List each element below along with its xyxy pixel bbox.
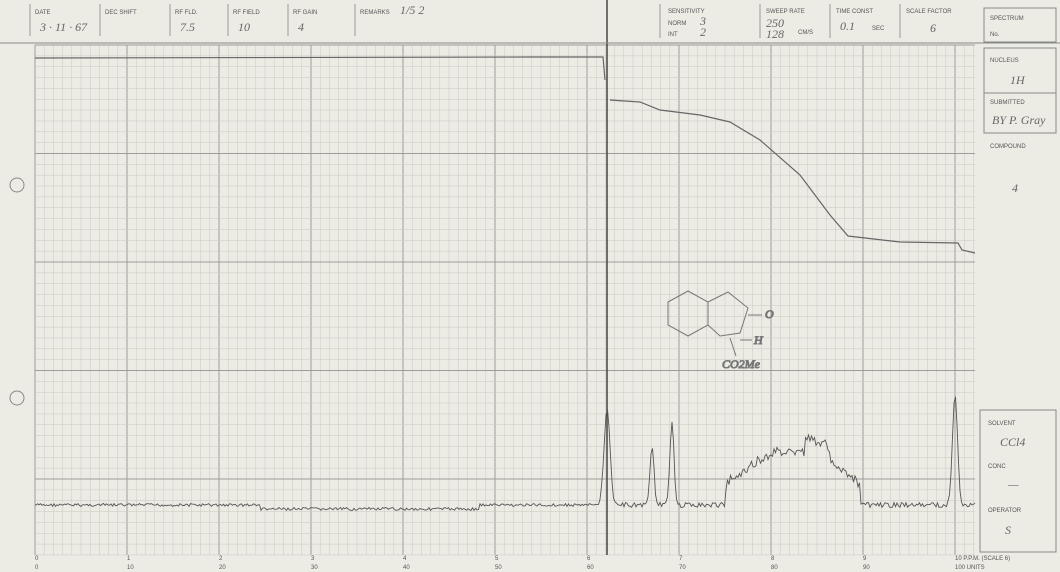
unit-tick-label: 40 [403,565,410,571]
field-label: SEC [872,26,885,32]
field-value: 2 [700,25,706,39]
panel-compound: COMPOUND [990,144,1026,150]
panel-submitted: SUBMITTED [990,100,1025,106]
field-value: 4 [298,20,304,34]
unit-tick-label: 20 [219,565,226,571]
ppm-tick-label: 5 [495,556,499,562]
x-axis: 0 1 2 3 4 5 6 7 8 9 10 P.P.M. (SCALE 6) 0 10 20 30 40 50… [35,556,1010,571]
field-label: NORM [668,21,686,27]
panel-solvent-value: CCl4 [1000,435,1025,449]
field-label: TIME CONST [836,9,873,15]
field-label: RF FLD. [175,10,198,16]
atom-label: O [765,307,774,321]
field-label: RF GAIN [293,10,317,16]
panel-spectrum-no: No. [990,32,1000,38]
panel-submitted-value: BY P. Gray [992,113,1046,127]
unit-tick-label: 60 [587,565,594,571]
field-value: 0.1 [840,19,855,33]
field-label: INT [668,32,678,38]
panel-spectrum: SPECTRUM [990,16,1024,22]
field-label: SWEEP RATE [766,9,805,15]
panel-conc-value: — [1007,477,1019,491]
panel-nucleus: NUCLEUS [990,58,1019,64]
field-value: 3 · 11 · 67 [39,20,88,34]
header: DATE 3 · 11 · 67 DEC SHIFT RF FLD. 7.5 RF FIE… [0,3,1060,44]
bond [729,337,737,357]
field-label: REMARKS [360,10,390,16]
panel-solvent: SOLVENT [988,421,1016,427]
field-value: 7.5 [180,20,195,34]
panel-nucleus-value: 1H [1010,73,1026,87]
field-label: SENSITIVITY [668,9,705,15]
field-label: CM/S [798,30,813,36]
integral-trace [34,56,976,254]
ppm-tick-label: 1 [127,556,131,562]
panel-operator: OPERATOR [988,508,1022,514]
grid [34,0,975,556]
unit-tick-label: 80 [771,565,778,571]
ppm-tick-label: 0 [35,556,39,562]
panel-box [983,92,1057,134]
ring [707,291,749,337]
field-label: DATE [35,10,51,16]
unit-tick-label: 0 [35,565,39,571]
unit-tick-label: 100 UNITS [955,565,985,571]
field-value: 128 [766,27,784,41]
punch-hole [9,177,25,193]
spectrum-trace [35,396,976,512]
unit-tick-label: 70 [679,565,686,571]
field-value: 10 [238,20,250,34]
ppm-tick-label: 2 [219,556,223,562]
ppm-tick-label: 3 [311,556,315,562]
ppm-tick-label: 9 [863,556,867,562]
punch-hole [9,390,25,406]
ppm-tick-label: 10 P.P.M. (SCALE 6) [955,556,1010,562]
ppm-tick-label: 8 [771,556,775,562]
field-value: 6 [930,21,936,35]
ppm-tick-label: 7 [679,556,683,562]
unit-tick-label: 10 [127,565,134,571]
field-label: DEC SHIFT [105,10,137,16]
field-label: RF FIELD [233,10,260,16]
unit-tick-label: 30 [311,565,318,571]
field-label: SCALE FACTOR [906,9,952,15]
field-value: 1/5 2 [400,3,424,17]
panel-box [979,409,1057,553]
panel-conc: CONC [988,464,1006,470]
atom-label: H [753,333,764,347]
panel-box [983,7,1057,43]
panel-operator-value: S [1005,523,1011,537]
atom-label: CO2Me [722,357,761,371]
panel-compound-value: 4 [1012,181,1018,195]
field-value: 250 [766,16,784,30]
field-value: 3 [699,14,706,28]
ppm-tick-label: 6 [587,556,591,562]
ppm-tick-label: 4 [403,556,407,562]
side-panel: SPECTRUM No. NUCLEUS 1H SUBMITTED BY P. Gray C… [979,7,1057,553]
structure: O H CO2Me [667,290,775,372]
unit-tick-label: 50 [495,565,502,571]
unit-tick-label: 90 [863,565,870,571]
